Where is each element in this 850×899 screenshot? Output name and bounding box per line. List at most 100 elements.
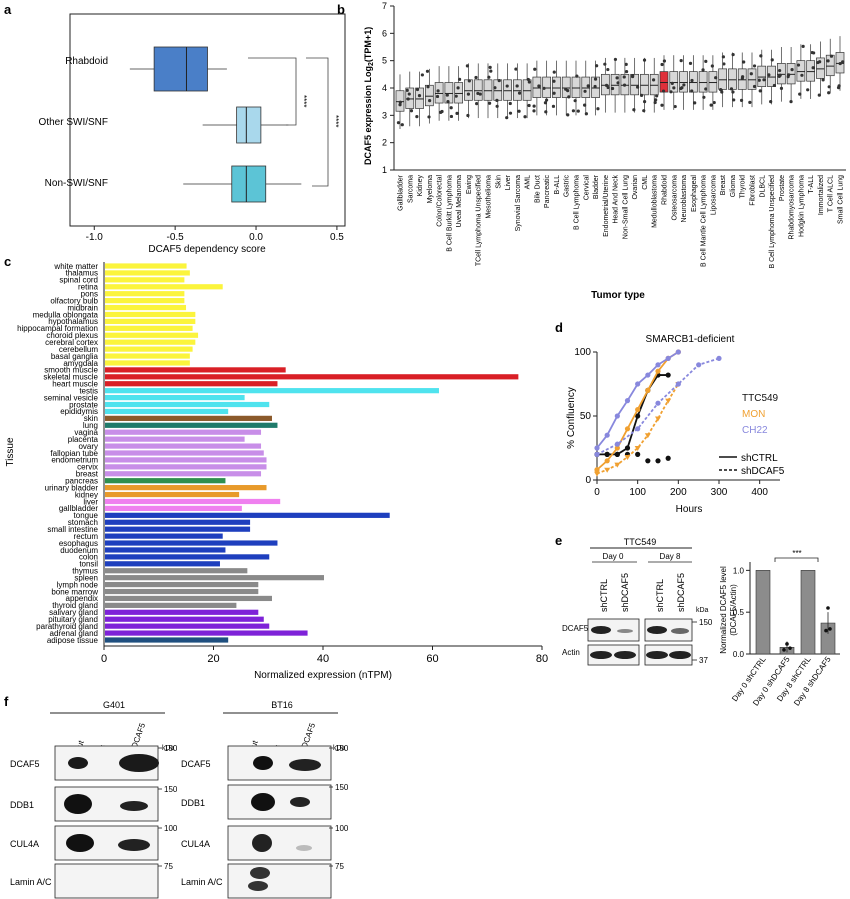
blot-kda-label: kDa	[162, 745, 175, 752]
axis-tick-label: 4	[382, 83, 387, 93]
data-point	[436, 89, 440, 93]
axis-tick-label: 1	[382, 165, 387, 175]
box	[825, 54, 835, 77]
panel-d-legend-shctrl: shCTRL	[741, 453, 778, 464]
data-point	[488, 65, 492, 69]
data-point	[493, 86, 497, 90]
blot-row-label: Lamin A/C	[10, 877, 52, 887]
data-point	[542, 86, 546, 90]
tissue-label: lung	[83, 421, 98, 430]
data-point	[615, 76, 619, 80]
box	[444, 82, 454, 104]
data-point	[645, 372, 651, 378]
data-point	[789, 100, 793, 104]
panel-label-b: b	[337, 2, 345, 17]
panel-e-dcaf5-day8-membrane	[644, 618, 693, 642]
data-point	[679, 59, 683, 63]
tissue-label: epididymis	[60, 407, 98, 416]
data-point	[566, 113, 570, 117]
bar	[105, 609, 259, 615]
blot-row-label: CUL4A	[10, 839, 39, 849]
data-point	[527, 103, 531, 108]
bar	[105, 595, 272, 602]
data-point	[701, 68, 705, 72]
x-tick-label: Osteosarcoma	[671, 175, 678, 221]
tissue-label: seminal vesicle	[44, 393, 99, 402]
tissue-label: spleen	[74, 573, 98, 582]
panel-a-sig-1: ****	[299, 95, 308, 107]
x-tick-label: Skin	[495, 175, 502, 189]
data-point	[595, 64, 599, 68]
tissue-label: parathyroid gland	[36, 622, 98, 631]
bar	[105, 561, 220, 567]
blot-marker-label: 75	[335, 862, 344, 871]
x-tick-label: Immortalized	[818, 175, 825, 215]
panel-a-chart: Rhabdoid Other SWI/SNF Non-SWI/SNF -1.0-…	[39, 13, 346, 255]
blot-marker-label: 100	[335, 824, 349, 833]
tissue-label: adrenal gland	[50, 629, 98, 638]
data-point	[767, 73, 771, 77]
data-point	[655, 362, 661, 368]
panel-e-blot: TTC549 Day 0 Day 8 shCTRL shDCAF5 shCTRL…	[562, 537, 840, 707]
x-tick-label: TCell Lymphoma Unspecified	[476, 175, 483, 266]
data-point	[606, 67, 610, 72]
tissue-label: vagina	[74, 428, 98, 437]
bar	[105, 339, 196, 345]
data-point	[532, 104, 536, 108]
bar	[105, 388, 439, 394]
tissue-label: bone marrow	[51, 587, 98, 596]
tissue-label: retina	[78, 283, 99, 292]
data-point	[584, 112, 588, 116]
data-point	[596, 107, 600, 111]
box	[698, 71, 708, 93]
data-point	[604, 432, 610, 438]
x-tick-label: Pancreatic	[544, 175, 551, 209]
data-point	[622, 83, 627, 87]
bar	[105, 374, 519, 380]
bar	[105, 512, 390, 518]
panel-label-d: d	[555, 320, 563, 335]
data-point	[654, 98, 658, 102]
data-point	[566, 89, 570, 93]
panel-e-day8: Day 8	[660, 552, 681, 561]
data-point	[634, 446, 641, 451]
data-point	[474, 75, 478, 80]
panel-e-marker-37: 37	[699, 656, 708, 665]
data-point	[748, 100, 752, 104]
data-point	[571, 109, 576, 113]
data-point	[475, 102, 479, 106]
tissue-label: tongue	[74, 511, 99, 520]
data-point	[712, 100, 716, 105]
data-point	[653, 100, 657, 105]
axis-tick-label: -0.5	[167, 232, 185, 243]
tissue-label: basal ganglia	[51, 352, 99, 361]
data-point	[841, 60, 845, 64]
data-point	[673, 104, 677, 109]
data-point	[642, 109, 646, 113]
data-point	[722, 62, 726, 66]
data-point	[642, 58, 647, 62]
tissue-label: olfactory bulb	[50, 296, 98, 305]
data-point	[714, 76, 718, 80]
bar	[105, 394, 245, 401]
data-point	[439, 110, 443, 115]
panel-b-yticks: 1 2 3 4 5 6 7	[382, 1, 394, 175]
data-point	[400, 123, 404, 127]
bar	[105, 498, 281, 505]
axis-tick-label: 200	[670, 487, 687, 498]
x-tick-label: B Cell Lymphoma Unspecified	[769, 175, 776, 269]
tissue-label: thalamus	[66, 269, 98, 278]
tissue-label: cervix	[77, 463, 98, 472]
data-point	[665, 355, 671, 361]
bar	[105, 602, 237, 608]
data-point	[829, 54, 834, 58]
data-point	[622, 75, 626, 79]
data-point	[593, 77, 598, 81]
tissue-label: heart muscle	[52, 380, 98, 389]
panel-d-legend-ch22: CH22	[742, 425, 768, 436]
bar	[105, 346, 193, 352]
data-point	[721, 55, 725, 59]
